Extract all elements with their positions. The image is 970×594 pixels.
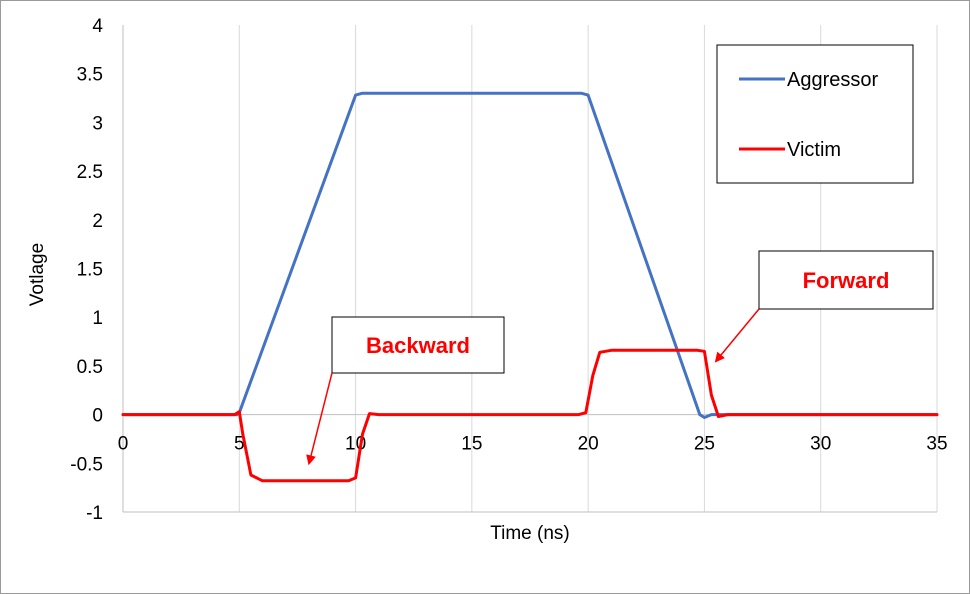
callout-forward: Forward xyxy=(714,250,934,363)
x-tick-label: 5 xyxy=(234,434,245,455)
annotations: Backward Forward xyxy=(306,250,934,466)
x-tick-label: 35 xyxy=(926,434,947,455)
y-tick-label: 0.5 xyxy=(77,357,103,378)
y-tick-label: 0 xyxy=(92,406,103,427)
y-tick-label: -1 xyxy=(86,503,103,524)
x-tick-label: 30 xyxy=(810,434,831,455)
x-axis-title: Time (ns) xyxy=(490,523,570,544)
y-tick-label: 2 xyxy=(92,211,103,232)
y-tick-label: 2.5 xyxy=(77,162,103,183)
legend-label-victim: Victim xyxy=(787,139,841,161)
x-tick-label: 15 xyxy=(461,434,482,455)
callout-label: Forward xyxy=(803,268,890,293)
callout-label: Backward xyxy=(366,333,470,358)
callout-backward: Backward xyxy=(306,316,505,466)
y-tick-label: 3 xyxy=(92,113,103,134)
axes: -1-0.500.511.522.533.540 5 10 15 20 25 30 35Tim… xyxy=(27,16,948,544)
y-tick-label: 4 xyxy=(92,16,103,37)
y-tick-label: 3.5 xyxy=(77,65,103,86)
series-line-victim xyxy=(121,348,939,483)
y-axis-title: Votlage xyxy=(27,243,48,306)
y-tick-label: 1 xyxy=(92,308,103,329)
x-tick-label: 0 xyxy=(118,434,129,455)
legend-box xyxy=(716,44,914,184)
y-tick-label: 1.5 xyxy=(77,260,103,281)
legend: Aggressor Victim xyxy=(716,44,914,184)
callout-box xyxy=(331,316,505,374)
callout-arrow xyxy=(714,308,760,363)
legend-label-aggressor: Aggressor xyxy=(787,69,878,91)
x-tick-label: 20 xyxy=(578,434,599,455)
callout-box xyxy=(758,250,934,310)
y-tick-label: -0.5 xyxy=(70,454,103,475)
callout-arrow xyxy=(306,372,333,466)
series-group xyxy=(121,91,939,483)
x-tick-label: 25 xyxy=(694,434,715,455)
